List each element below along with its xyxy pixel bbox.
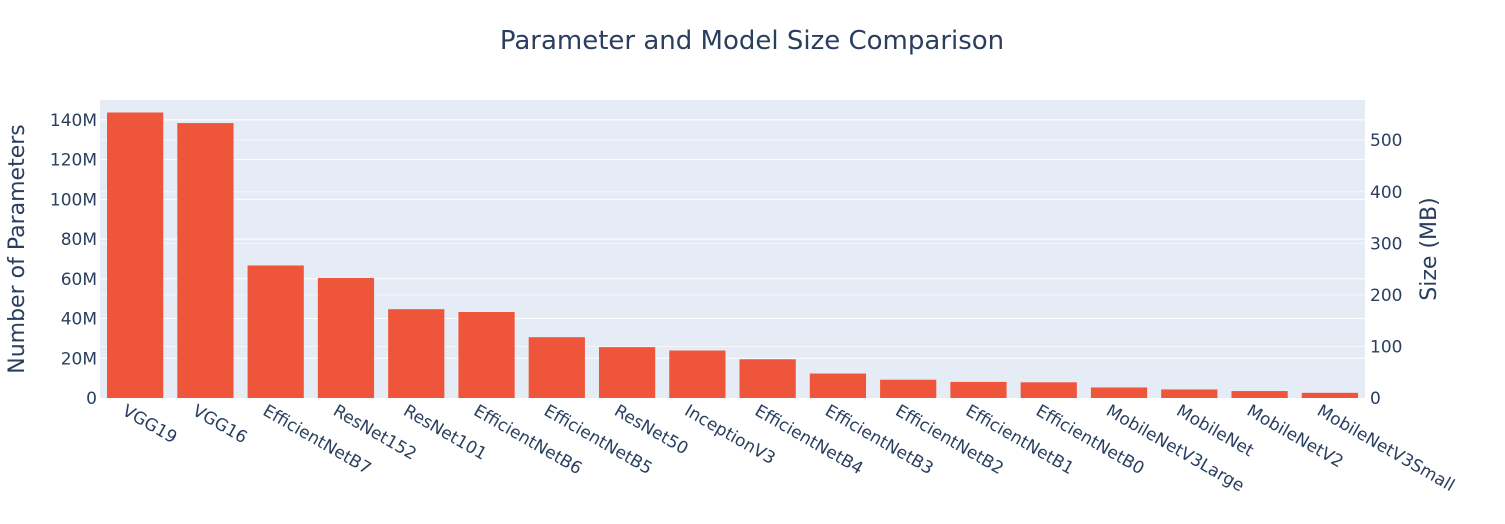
bar <box>739 359 796 398</box>
y-tick-label: 20M <box>61 349 97 369</box>
bar <box>1301 392 1358 398</box>
bar <box>809 373 867 398</box>
y2-axis-ticks: 0 100 200 300 400 500 <box>1370 131 1402 409</box>
y-tick-label: 140M <box>50 111 97 131</box>
plot-background <box>100 100 1365 398</box>
bar <box>458 311 515 398</box>
x-tick-label: VGG19 <box>119 401 181 448</box>
bar <box>388 309 445 398</box>
bar <box>950 381 1007 398</box>
y-tick-label: 60M <box>61 270 97 290</box>
y-tick-label: 0 <box>86 389 97 409</box>
y-axis-title: Number of Parameters <box>5 124 30 374</box>
y2-tick-label: 0 <box>1370 389 1381 409</box>
bar <box>177 123 234 398</box>
y2-tick-label: 400 <box>1370 183 1402 203</box>
y-tick-label: 100M <box>50 190 97 210</box>
bar <box>1231 391 1288 398</box>
y2-tick-label: 300 <box>1370 234 1402 254</box>
bar <box>107 112 164 399</box>
bar <box>317 278 375 398</box>
bar <box>598 347 656 398</box>
y-tick-label: 80M <box>61 230 97 250</box>
bar <box>1090 387 1148 398</box>
y2-tick-label: 100 <box>1370 337 1402 357</box>
y2-tick-label: 500 <box>1370 131 1402 151</box>
y-axis-ticks: 0 20M 40M 60M 80M 100M 120M 140M <box>50 111 97 409</box>
chart-title: Parameter and Model Size Comparison <box>500 26 1004 56</box>
bar <box>880 379 937 398</box>
bar <box>1161 389 1218 398</box>
bar <box>669 350 726 398</box>
x-tick-label: VGG16 <box>189 401 251 448</box>
bar <box>1020 382 1077 398</box>
y2-tick-label: 200 <box>1370 286 1402 306</box>
y2-axis-title: Size (MB) <box>1417 197 1442 300</box>
y-tick-label: 40M <box>61 310 97 330</box>
bar <box>247 265 304 398</box>
bar <box>528 337 585 398</box>
y-tick-label: 120M <box>50 151 97 171</box>
x-axis-ticks: VGG19 VGG16 EfficientNetB7ResNet152ResNet1… <box>119 401 1458 496</box>
bars <box>107 112 1358 399</box>
gridlines <box>100 119 1365 359</box>
